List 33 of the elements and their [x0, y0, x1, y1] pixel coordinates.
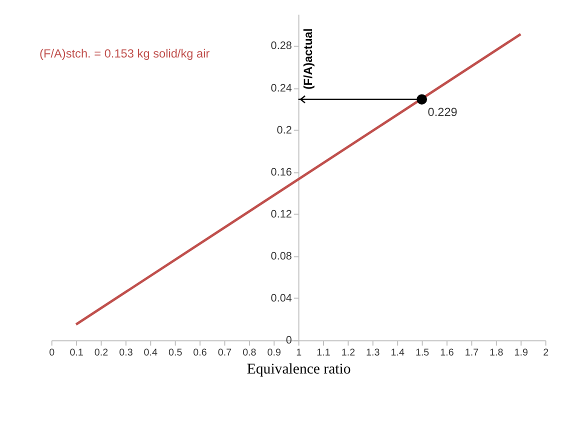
y-tick-label: 0.04	[270, 292, 292, 305]
annotation: (F/A)actual	[301, 28, 316, 90]
x-tick-label: 1.3	[366, 348, 380, 359]
x-tick-label: 0.9	[267, 348, 282, 359]
y-tick-label: 0.28	[270, 40, 292, 52]
y-tick-label: 0.24	[270, 82, 292, 94]
x-tick-label: 1.8	[490, 348, 504, 359]
x-tick-label: 0.1	[70, 348, 84, 359]
x-tick-label: 1.7	[464, 348, 479, 359]
x-axis-title: Equivalence ratio	[246, 361, 351, 378]
x-tick-label: 0.5	[168, 348, 183, 359]
x-tick-label: 1.5	[415, 348, 430, 359]
y-tick-label: 0.16	[270, 166, 292, 178]
y-tick-label: 0.08	[270, 250, 292, 263]
x-tick-label: 1.4	[390, 348, 405, 359]
y-tick-label: 0.2	[276, 124, 292, 136]
x-tick-label: 1	[296, 348, 302, 359]
x-tick-label: 1.9	[514, 348, 528, 359]
data-label: 0.229	[428, 105, 458, 120]
annotation: (F/A)stch. = 0.153 kg solid/kg air	[40, 46, 210, 61]
x-tick-label: 0.3	[119, 348, 134, 359]
x-tick-label: 1.2	[341, 348, 356, 359]
x-tick-label: 0	[49, 348, 56, 359]
y-tick-label: 0.12	[270, 208, 292, 220]
x-tick-label: 0.2	[94, 348, 108, 359]
x-tick-label: 0.7	[218, 348, 232, 359]
x-tick-label: 0.8	[242, 348, 257, 359]
y-tick-label: 0	[286, 334, 292, 347]
x-tick-label: 2	[543, 348, 549, 359]
x-tick-label: 1.1	[316, 348, 330, 359]
x-tick-label: 0.6	[193, 348, 208, 359]
x-tick-label: 0.4	[144, 348, 158, 359]
x-tick-label: 1.6	[440, 348, 454, 359]
